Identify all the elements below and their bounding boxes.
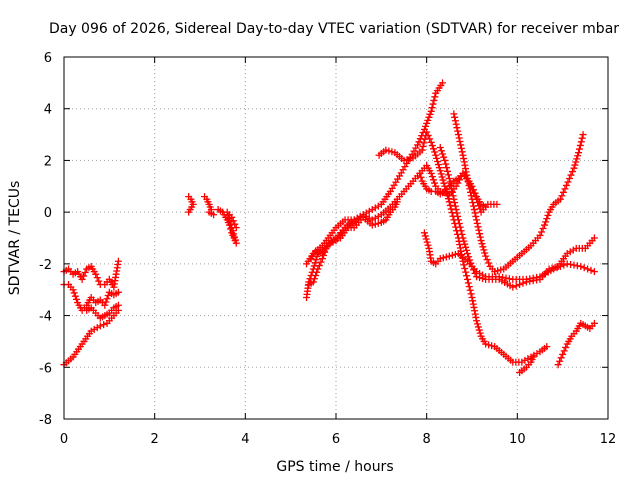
- chart-title: Day 096 of 2026, Sidereal Day-to-day VTE…: [49, 21, 619, 37]
- chart-background: [0, 0, 640, 480]
- x-axis-label: GPS time / hours: [276, 459, 393, 475]
- x-tick-label: 8: [423, 432, 431, 447]
- y-tick-label: 0: [44, 206, 52, 221]
- y-tick-label: 2: [44, 154, 52, 169]
- y-tick-label: -2: [39, 258, 52, 273]
- y-tick-label: 4: [44, 103, 52, 118]
- y-axis-label: SDTVAR / TECUs: [7, 181, 23, 296]
- y-tick-label: -8: [39, 413, 52, 428]
- chart: Day 096 of 2026, Sidereal Day-to-day VTE…: [0, 0, 640, 480]
- x-tick-label: 12: [600, 432, 617, 447]
- x-tick-label: 10: [509, 432, 526, 447]
- y-tick-label: 6: [44, 51, 52, 66]
- y-tick-label: -6: [39, 361, 52, 376]
- x-tick-label: 2: [151, 432, 159, 447]
- x-tick-label: 4: [241, 432, 249, 447]
- x-tick-label: 6: [332, 432, 340, 447]
- y-tick-label: -4: [39, 310, 52, 325]
- x-tick-label: 0: [60, 432, 68, 447]
